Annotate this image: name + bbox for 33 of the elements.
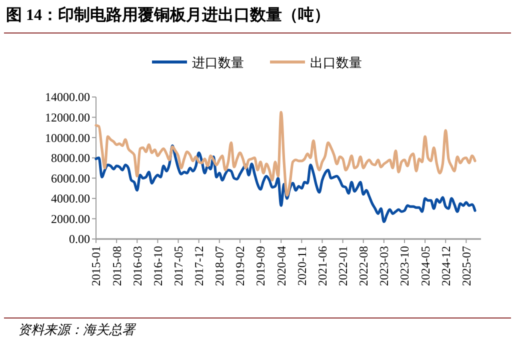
x-tick-label: 2020-04 — [274, 246, 288, 286]
x-tick-label: 2017-05 — [171, 246, 186, 286]
x-tick-label: 2023-03 — [377, 246, 392, 286]
x-tick-label: 2021-06 — [315, 246, 330, 286]
x-tick-label: 2015-08 — [110, 246, 124, 286]
y-tick-label: 6000.00 — [51, 171, 90, 186]
y-tick-label: 14000.00 — [45, 90, 90, 104]
x-tick-label: 2025-07 — [459, 246, 474, 286]
chart-title: 图 14：印制电路用覆铜板月进出口数量（吨） — [6, 6, 330, 24]
x-tick-label: 2022-01 — [336, 246, 350, 286]
y-tick-label: 4000.00 — [51, 192, 90, 206]
text: 资料来源：海关总署 — [18, 322, 137, 337]
y-tick-label: 2000.00 — [51, 212, 90, 226]
line-series — [94, 110, 476, 197]
x-tick-label: 2018-07 — [212, 246, 227, 286]
x-tick-label: 2016-03 — [130, 246, 144, 286]
x-tick-label: 2023-10 — [398, 246, 412, 286]
x-tick-label: 2019-09 — [254, 246, 268, 286]
y-tick-label: 8000.00 — [51, 151, 90, 166]
y-tick-label: 10000.00 — [45, 130, 90, 145]
x-tick-label: 2024-05 — [418, 246, 432, 286]
legend-label: 进口数量 — [192, 56, 244, 71]
x-tick-label: 2022-08 — [356, 246, 371, 286]
x-tick-label: 2016-10 — [150, 246, 165, 286]
legend-label: 出口数量 — [310, 56, 362, 71]
x-tick-label: 2020-11 — [294, 246, 309, 286]
x-tick-label: 2024-12 — [438, 246, 453, 286]
x-tick-label: 2015-01 — [89, 246, 104, 286]
y-tick-label: 0.00 — [69, 232, 90, 246]
x-tick-label: 2019-02 — [233, 246, 248, 286]
y-tick-label: 12000.00 — [45, 110, 90, 124]
line-series — [94, 144, 476, 224]
x-tick-label: 2017-12 — [192, 246, 206, 286]
